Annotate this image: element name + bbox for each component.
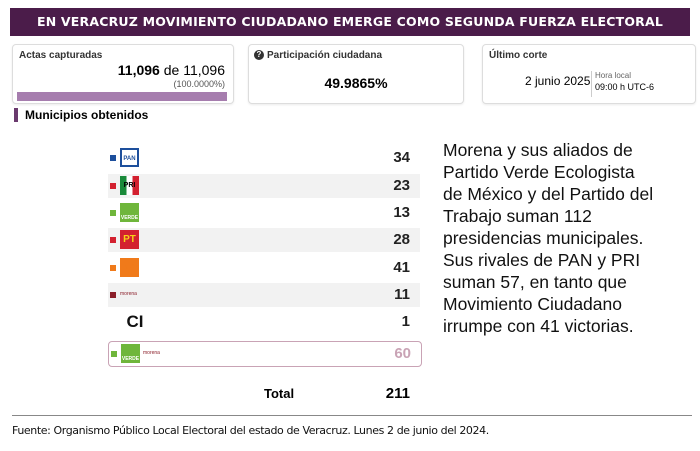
party-marker — [110, 210, 116, 216]
actas-captured: 11,096 — [117, 62, 160, 78]
footer-rule — [12, 415, 692, 416]
party-marker — [110, 183, 116, 189]
party-logo: morena — [143, 350, 160, 356]
total-value: 211 — [385, 385, 410, 402]
result-row: PAN 34 — [108, 146, 420, 170]
result-row: PT 28 — [108, 228, 420, 252]
party-marker — [110, 237, 116, 243]
party-marker — [111, 351, 117, 357]
paragraph-line: suman 57, en tanto que — [443, 272, 627, 292]
actas-count: 11,096 de 11,096 — [118, 62, 225, 78]
paragraph: Morena y sus aliados de Partido Verde Eco… — [443, 139, 653, 337]
card-label: Actas capturadas — [19, 50, 103, 61]
party-marker — [110, 155, 116, 161]
result-row: VERDE morena 60 — [108, 341, 422, 367]
info-icon: ? — [254, 50, 264, 60]
section-title: Municipios obtenidos — [25, 108, 149, 122]
result-row: CI 1 — [108, 310, 420, 334]
result-value: 23 — [393, 177, 410, 194]
paragraph-line: presidencias municipales. — [443, 228, 644, 248]
party-logo: morena — [120, 291, 137, 297]
actas-total: de 11,096 — [163, 62, 225, 78]
result-value: 60 — [394, 345, 411, 362]
paragraph-line: Trabajo suman 112 — [443, 206, 592, 226]
title-bar: EN VERACRUZ MOVIMIENTO CIUDADANO EMERGE … — [10, 8, 690, 36]
card-label: Último corte — [489, 50, 548, 61]
party-logo: VERDE — [121, 344, 140, 363]
result-row: morena 11 — [108, 283, 420, 307]
actas-percent: (100.0000%) — [173, 79, 225, 89]
result-value: 28 — [393, 231, 410, 248]
card-label: Participación ciudadana — [267, 50, 383, 61]
result-value: 34 — [393, 149, 410, 166]
paragraph-line: Morena y sus aliados de — [443, 140, 633, 160]
party-logo: MC — [120, 258, 139, 277]
result-value: 13 — [393, 204, 410, 221]
progress-bar — [17, 92, 227, 101]
result-value: 41 — [393, 259, 410, 276]
paragraph-line: Sus rivales de PAN y PRI — [443, 250, 641, 270]
section-marker — [14, 108, 18, 122]
participacion-card: Participación ciudadana ? 49.9865% — [248, 44, 464, 104]
result-row: VERDE 13 — [108, 201, 420, 225]
paragraph-line: de México y del Partido del — [443, 184, 654, 204]
participacion-value: 49.9865% — [324, 75, 388, 91]
paragraph-line: Partido Verde Ecologista — [443, 162, 635, 182]
result-row: MC 41 — [108, 256, 420, 280]
result-value: 11 — [394, 286, 410, 303]
corte-date: 2 junio 2025 — [525, 74, 591, 88]
party-marker — [110, 292, 116, 298]
party-logo: PRI — [120, 176, 139, 195]
title: EN VERACRUZ MOVIMIENTO CIUDADANO EMERGE … — [36, 14, 664, 29]
corte-card: Último corte 2 junio 2025 Hora local 09:… — [482, 44, 696, 104]
result-value: 1 — [401, 313, 410, 330]
party-logo: PT — [120, 230, 139, 249]
actas-card: Actas capturadas 11,096 de 11,096 (100.0… — [12, 44, 234, 104]
paragraph-line: Movimiento Ciudadano — [443, 294, 622, 314]
party-logo: VERDE — [120, 203, 139, 222]
footer-source: Fuente: Organismo Público Local Electora… — [12, 424, 489, 437]
party-logo: PAN — [120, 148, 139, 167]
party-logo: CI — [126, 312, 144, 331]
result-row: PRI 23 — [108, 174, 420, 198]
paragraph-line: irrumpe con 41 victorias. — [443, 316, 634, 336]
corte-time: 09:00 h UTC-6 — [595, 82, 655, 92]
party-marker — [110, 265, 116, 271]
total-label: Total — [264, 386, 295, 401]
local-label: Hora local — [595, 71, 632, 80]
